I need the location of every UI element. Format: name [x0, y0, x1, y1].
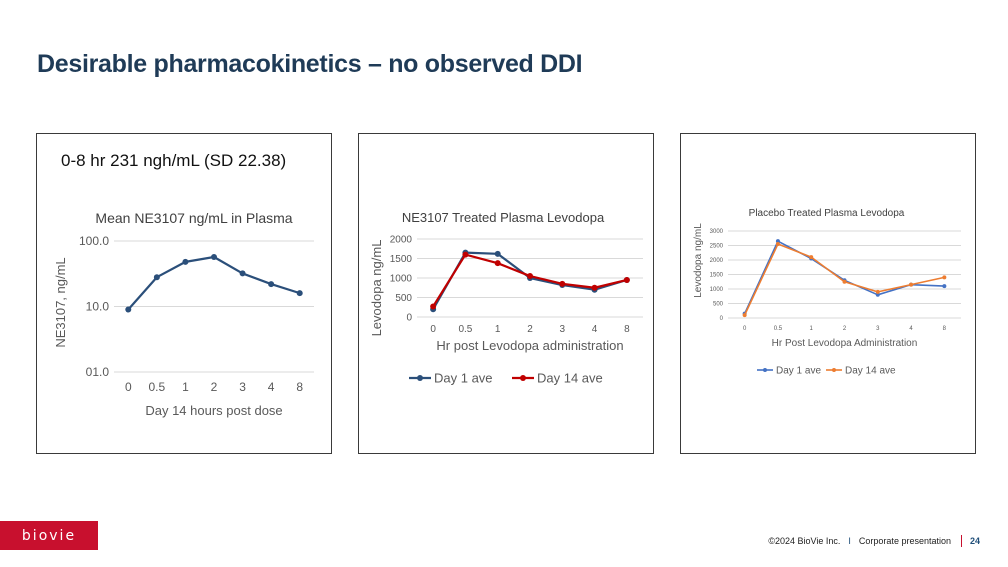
x-axis-label: Day 14 hours post dose — [145, 403, 282, 418]
data-point — [268, 281, 275, 288]
x-tick-label: 0 — [125, 380, 132, 394]
x-tick-label: 1 — [182, 380, 189, 394]
chart-ne3107-plasma: Mean NE3107 ng/mL in Plasma 01.0 10.0 100.0… — [53, 210, 314, 418]
x-tick-label: 2 — [843, 326, 847, 332]
data-point — [623, 276, 630, 283]
footer: ©2024 BioVie Inc. I Corporate presentati… — [768, 535, 980, 547]
chart-title: NE3107 Treated Plasma Levodopa — [402, 210, 605, 225]
y-tick-label: 1000 — [710, 287, 724, 293]
auc-summary-text: 0-8 hr 231 ngh/mL (SD 22.38) — [61, 151, 287, 170]
data-point — [494, 250, 501, 257]
biovie-logo: bioVie — [0, 521, 98, 550]
data-point — [775, 239, 780, 244]
y-tick-label: 2000 — [710, 258, 724, 264]
legend-swatch-dot — [763, 368, 767, 372]
x-axis-label: Hr Post Levodopa Administration — [772, 338, 918, 349]
x-tick-label: 0.5 — [149, 380, 166, 394]
chart-panel-placebo-levodopa: Placebo Treated Plasma Levodopa 0 500 1000 1… — [680, 133, 976, 454]
footer-divider — [960, 535, 962, 547]
data-point — [430, 303, 437, 310]
x-tick-label: 0 — [743, 326, 747, 332]
x-tick-label: 8 — [624, 324, 630, 335]
data-point — [527, 273, 533, 280]
logo-text: bioVie — [21, 527, 77, 544]
chart-panel-plasma-ne3107: 0-8 hr 231 ngh/mL (SD 22.38) Mean NE3107… — [36, 133, 332, 454]
x-tick-label: 0.5 — [458, 324, 472, 335]
y-tick-label: 0 — [406, 313, 412, 324]
x-tick-label: 1 — [810, 326, 814, 332]
data-point — [239, 270, 246, 277]
y-axis-label: Levodopa ng/mL — [369, 240, 384, 337]
x-tick-label: 1 — [495, 324, 501, 335]
footer-separator: I — [848, 536, 851, 546]
legend-swatch-dot — [832, 368, 836, 372]
footer-copyright: ©2024 BioVie Inc. — [768, 536, 841, 546]
x-tick-label: 3 — [876, 326, 880, 332]
x-tick-label: 8 — [296, 380, 303, 394]
data-point — [775, 242, 780, 247]
data-point — [125, 306, 132, 313]
x-tick-label: 4 — [909, 326, 913, 332]
legend-label-2: Day 14 ave — [537, 371, 603, 386]
slide-title: Desirable pharmacokinetics – no observed… — [37, 50, 583, 78]
chart-title: Placebo Treated Plasma Levodopa — [749, 208, 905, 219]
data-point — [591, 284, 598, 291]
chart-treated-levodopa: NE3107 Treated Plasma Levodopa 0 500 1000 15… — [369, 210, 643, 386]
legend-label-2: Day 14 ave — [845, 366, 896, 377]
x-tick-label: 2 — [211, 380, 218, 394]
chart-title: Mean NE3107 ng/mL in Plasma — [95, 210, 292, 226]
data-point — [296, 290, 303, 297]
x-tick-label: 3 — [239, 380, 246, 394]
data-point — [942, 275, 947, 280]
data-point — [211, 253, 217, 260]
data-point — [942, 284, 947, 289]
x-tick-label: 0 — [430, 324, 436, 335]
legend-swatch-dot — [417, 375, 423, 381]
y-tick-label: 100.0 — [79, 234, 109, 248]
data-point — [182, 258, 189, 265]
legend-label-1: Day 1 ave — [434, 371, 493, 386]
y-tick-label: 3000 — [710, 229, 724, 235]
y-axis-label: NE3107, ng/mL — [53, 257, 68, 347]
data-point — [153, 274, 160, 281]
x-tick-label: 8 — [943, 326, 947, 332]
data-point — [494, 260, 501, 267]
y-tick-label: 2500 — [710, 244, 724, 250]
data-point — [842, 279, 847, 284]
y-tick-label: 1500 — [710, 273, 724, 279]
y-tick-label: 01.0 — [86, 365, 110, 379]
y-tick-label: 1500 — [390, 254, 413, 265]
y-tick-label: 0 — [720, 316, 724, 322]
x-tick-label: 4 — [268, 380, 275, 394]
y-tick-label: 500 — [713, 302, 724, 308]
legend-label-1: Day 1 ave — [776, 366, 821, 377]
data-point — [809, 255, 814, 260]
x-axis-label: Hr post Levodopa administration — [436, 338, 623, 353]
y-tick-label: 1000 — [390, 274, 413, 285]
legend-swatch-dot — [520, 375, 526, 381]
y-axis-label: Levodopa ng/mL — [693, 223, 704, 298]
x-tick-label: 4 — [592, 324, 598, 335]
x-tick-label: 3 — [560, 324, 566, 335]
x-tick-label: 2 — [527, 324, 533, 335]
x-tick-label: 0.5 — [774, 326, 783, 332]
y-tick-label: 500 — [395, 293, 412, 304]
data-point — [742, 313, 747, 318]
y-tick-label: 10.0 — [86, 300, 110, 314]
data-point — [462, 251, 469, 258]
y-tick-label: 2000 — [390, 235, 413, 246]
chart-panel-treated-levodopa: NE3107 Treated Plasma Levodopa 0 500 1000 15… — [358, 133, 654, 454]
footer-section: Corporate presentation — [858, 536, 951, 546]
data-point — [559, 280, 566, 287]
data-point — [875, 292, 880, 297]
chart-placebo-levodopa: Placebo Treated Plasma Levodopa 0 500 1000 1… — [693, 208, 961, 377]
page-number: 24 — [969, 536, 980, 546]
data-point — [909, 282, 914, 287]
data-point — [875, 289, 880, 294]
